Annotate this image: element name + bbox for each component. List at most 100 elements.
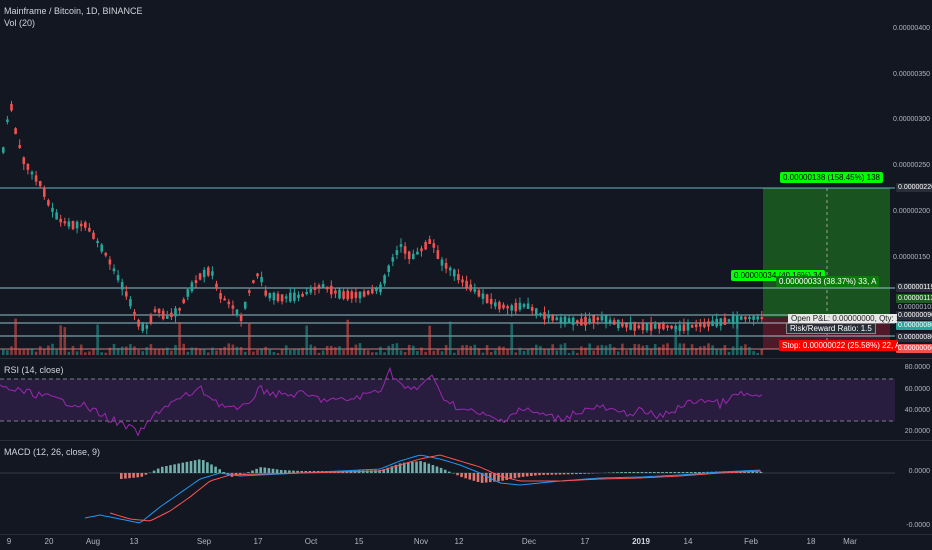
time-axis-label: 12 — [454, 537, 464, 546]
macd-histogram-bar — [128, 473, 131, 479]
candle — [510, 305, 513, 311]
volume-bar — [744, 344, 747, 355]
macd-histogram-bar — [747, 471, 750, 473]
time-axis-label: 20 — [44, 537, 54, 546]
time-axis-label: 13 — [129, 537, 139, 546]
candle — [461, 279, 464, 283]
volume-bar — [592, 350, 595, 355]
candle — [535, 308, 538, 315]
candle — [612, 320, 616, 325]
macd-histogram-bar — [698, 472, 701, 473]
volume-bar — [707, 343, 710, 355]
volume-bar — [129, 344, 132, 355]
volume-bar — [223, 346, 226, 355]
volume-bar — [161, 349, 165, 355]
candle — [379, 284, 382, 293]
time-axis-label: Nov — [413, 537, 429, 546]
macd-histogram-bar — [275, 469, 279, 473]
candle — [633, 321, 636, 331]
candle — [309, 288, 313, 293]
volume-bar — [416, 350, 419, 355]
price-chart-canvas[interactable] — [0, 0, 895, 357]
volume-bar — [563, 343, 567, 355]
volume-bar — [293, 349, 296, 355]
candle — [141, 322, 144, 331]
macd-axis[interactable]: 0.0000 -0.0000 — [895, 441, 932, 534]
volume-bar — [424, 351, 427, 355]
macd-histogram-bar — [243, 473, 246, 474]
volume-bar — [752, 351, 755, 355]
rsi-pane[interactable] — [0, 359, 895, 440]
candle — [748, 316, 751, 320]
macd-histogram-bar — [685, 472, 689, 473]
candle — [465, 280, 468, 288]
price-tag-086b: 0.00000086 — [896, 333, 932, 342]
price-axis[interactable]: 0.00000400 0.00000350 0.00000300 0.00000… — [893, 0, 932, 357]
macd-pane[interactable] — [0, 441, 895, 534]
candle — [571, 317, 575, 325]
time-axis-label: 18 — [806, 537, 816, 546]
candle — [494, 302, 497, 307]
macd-histogram-bar — [534, 473, 537, 476]
second-target-label[interactable]: 0.00000034 (40.16%) 34 — [731, 270, 826, 281]
macd-histogram-bar — [169, 465, 172, 473]
candle — [125, 291, 128, 297]
candle — [211, 271, 214, 276]
macd-histogram-bar — [218, 469, 221, 473]
candle — [243, 301, 247, 309]
macd-histogram-bar — [476, 473, 480, 483]
candle — [235, 309, 239, 316]
time-axis-label: 14 — [683, 537, 693, 546]
volume-bar — [6, 350, 9, 355]
candle — [313, 287, 317, 290]
rsi-axis[interactable]: 80.0000 60.0000 40.0000 20.0000 — [895, 359, 932, 440]
macd-histogram-bar — [407, 462, 410, 473]
candle — [108, 259, 112, 265]
candle — [96, 240, 99, 243]
volume-bar — [256, 349, 259, 355]
candle — [727, 319, 731, 322]
candle — [715, 318, 718, 327]
candle — [198, 273, 202, 280]
volume-bar — [309, 344, 313, 355]
volume-bar — [436, 348, 440, 355]
volume-bar — [239, 347, 243, 355]
pane-divider[interactable] — [0, 440, 932, 441]
pane-divider — [0, 534, 932, 535]
volume-bar — [26, 349, 30, 355]
volume-bar — [375, 352, 378, 355]
candle — [477, 290, 481, 297]
candle — [653, 324, 657, 329]
candle — [178, 308, 181, 311]
candle — [202, 269, 206, 278]
candle — [469, 284, 472, 291]
macd-canvas[interactable] — [0, 441, 895, 534]
macd-histogram-bar — [202, 460, 205, 473]
volume-bar — [502, 346, 505, 355]
risk-reward-label: Risk/Reward Ratio: 1.5 — [786, 323, 876, 334]
volume-bar — [535, 344, 538, 355]
target-label[interactable]: 0.00000138 (158.45%) 138 — [780, 172, 883, 183]
macd-histogram-bar — [398, 463, 402, 473]
macd-histogram-bar — [689, 472, 693, 473]
volume-bar — [219, 348, 222, 355]
candle — [325, 286, 329, 290]
volume-bar — [104, 352, 108, 355]
candle — [362, 291, 366, 297]
volume-bar — [71, 345, 75, 355]
time-axis-label: Feb — [744, 537, 758, 546]
macd-histogram-bar — [505, 473, 508, 480]
time-axis[interactable] — [0, 535, 932, 550]
volume-bar — [227, 343, 231, 355]
candle — [436, 250, 440, 259]
third-target-label[interactable]: 0.00000033 (38.37%) 33, A — [776, 276, 880, 287]
candle — [403, 246, 407, 254]
stop-label[interactable]: Stop: 0.00000022 (25.58%) 22, A — [779, 340, 898, 351]
pane-divider[interactable] — [0, 358, 932, 359]
rsi-canvas[interactable] — [0, 359, 895, 440]
volume-bar — [453, 352, 456, 355]
price-pane[interactable] — [0, 0, 895, 357]
volume-bar — [313, 346, 317, 355]
volume-bar — [699, 346, 702, 355]
macd-histogram-bar — [661, 472, 664, 473]
